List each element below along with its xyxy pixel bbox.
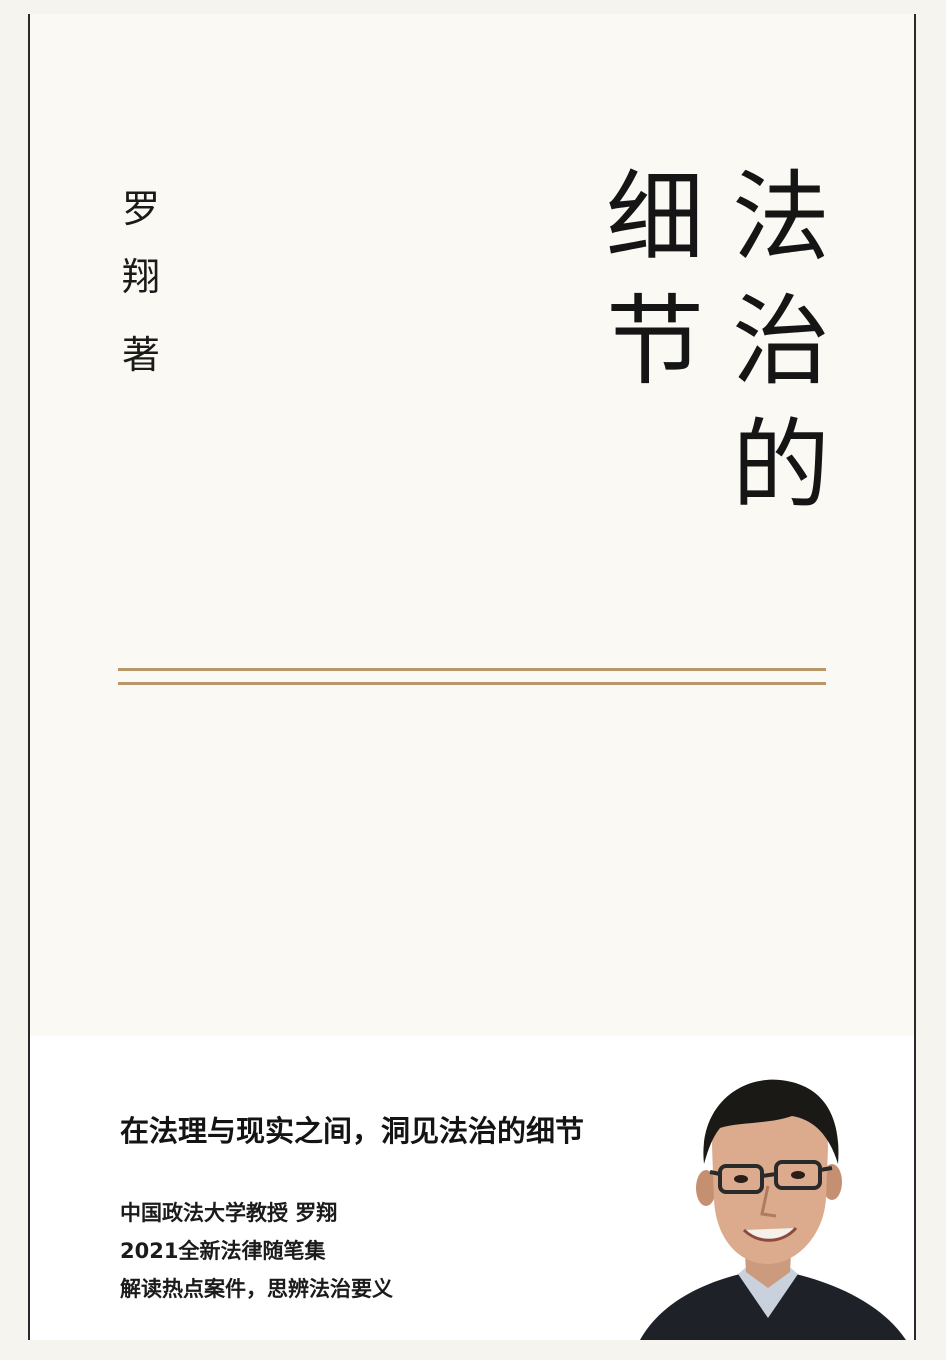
author-char: 罗 — [121, 187, 160, 231]
portrait-hair — [703, 1079, 839, 1164]
title-char: 节 — [605, 285, 704, 399]
title-char: 法 — [731, 161, 830, 275]
title-column-left: 细 节 — [600, 156, 710, 404]
title-char: 治 — [731, 285, 830, 399]
portrait-face — [712, 1092, 828, 1264]
author-char: 翔 — [121, 255, 160, 299]
divider-line-bottom — [118, 682, 826, 685]
divider-line-top — [118, 668, 826, 671]
tagline: 在法理与现实之间，洞见法治的细节 — [120, 1114, 585, 1148]
portrait-ear-left — [696, 1170, 716, 1206]
info-line: 中国政法大学教授 罗翔 — [120, 1201, 338, 1225]
portrait-smile — [742, 1226, 798, 1242]
title-char: 细 — [605, 161, 704, 275]
info-line: 2021全新法律随笔集 — [120, 1239, 326, 1263]
author-byline: 罗 翔 著 — [116, 180, 166, 384]
title-column-right: 法 治 的 — [726, 156, 836, 528]
info-line: 解读热点案件，思辨法治要义 — [120, 1277, 393, 1301]
portrait-shirt — [738, 1264, 798, 1318]
promo-info: 中国政法大学教授 罗翔 2021全新法律随笔集 解读热点案件，思辨法治要义 — [120, 1194, 393, 1308]
title-char: 的 — [731, 409, 830, 523]
portrait-glasses — [709, 1160, 833, 1194]
book-cover: 法 治 的 细 节 罗 翔 著 在法理与现实之间，洞见法治的细节 中国政法大学教… — [28, 14, 916, 1340]
author-portrait — [640, 1079, 906, 1340]
author-char: 著 — [121, 333, 160, 377]
